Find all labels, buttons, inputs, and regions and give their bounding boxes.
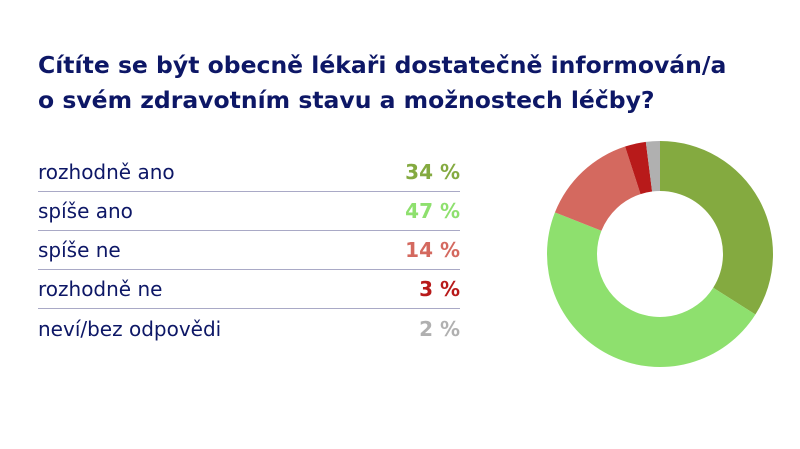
legend-label: spíše ne [38,238,121,262]
legend-label: spíše ano [38,199,133,223]
donut-slice-4 [625,141,653,195]
legend-row: neví/bez odpovědi 2 % [38,309,460,348]
chart-title: Cítíte se být obecně lékaři dostatečně i… [38,48,778,118]
title-line-1: Cítíte se být obecně lékaři dostatečně i… [38,51,727,79]
title-line-2: o svém zdravotním stavu a možnostech léč… [38,86,655,114]
legend-value: 14 % [405,238,460,262]
legend-label: rozhodně ne [38,277,163,301]
legend-row: spíše ano 47 % [38,192,460,231]
legend-row: rozhodně ne 3 % [38,270,460,309]
legend-row: spíše ne 14 % [38,231,460,270]
legend-value: 3 % [419,277,460,301]
legend-value: 47 % [405,199,460,223]
donut-chart [547,141,773,367]
donut-slice-1 [660,141,773,315]
legend: rozhodně ano 34 % spíše ano 47 % spíše ne 1… [38,153,460,348]
legend-row: rozhodně ano 34 % [38,153,460,192]
legend-value: 34 % [405,160,460,184]
donut-slice-3 [554,146,641,231]
legend-value: 2 % [419,316,460,341]
donut-slice-2 [547,212,756,367]
legend-label: neví/bez odpovědi [38,316,222,341]
donut-slice-5 [645,141,660,192]
legend-label: rozhodně ano [38,160,175,184]
